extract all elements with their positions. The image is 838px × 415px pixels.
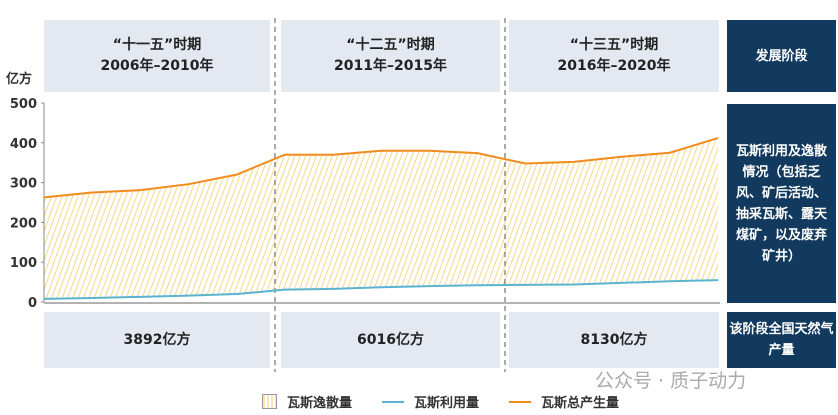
utilization-point-2008 — [139, 296, 141, 298]
legend-label: 瓦斯利用量 — [414, 396, 480, 411]
emission-area — [44, 138, 718, 299]
period-box-12th: “十二五”时期 2011年–2015年 — [281, 20, 500, 92]
utilization-point-2020 — [717, 279, 719, 281]
utilization-point-2012 — [332, 288, 334, 290]
legend-item-emission: 瓦斯逸散量 — [262, 392, 352, 411]
utilization-point-2009 — [187, 295, 189, 297]
utilization-point-2017 — [573, 283, 575, 285]
period-box-11th: “十一五”时期 2006年–2010年 — [44, 20, 270, 92]
legend: 瓦斯逸散量 瓦斯利用量 瓦斯总产生量 — [262, 392, 641, 411]
utilization-point-2013 — [380, 286, 382, 288]
y-tick-label: 100 — [10, 256, 37, 271]
total-point-2007 — [91, 192, 93, 194]
utilization-point-2019 — [669, 280, 671, 282]
utilization-point-2006 — [43, 298, 45, 300]
period-total-12th: 6016亿方 — [281, 312, 500, 368]
total-point-2012 — [332, 154, 334, 156]
utilization-point-2014 — [428, 285, 430, 287]
period-box-13th: “十三五”时期 2016年–2020年 — [509, 20, 719, 92]
legend-label: 瓦斯逸散量 — [287, 396, 353, 411]
total-point-2016 — [524, 162, 526, 164]
period-total-13th: 8130亿方 — [509, 312, 719, 368]
y-tick-label: 200 — [10, 216, 37, 231]
watermark: 公众号 · 质子动力 — [595, 370, 747, 392]
y-tick-label: 0 — [28, 296, 37, 311]
utilization-point-2007 — [91, 297, 93, 299]
utilization-point-2011 — [284, 289, 286, 291]
total-point-2019 — [669, 152, 671, 154]
utilization-point-2016 — [524, 284, 526, 286]
y-tick-label: 500 — [10, 97, 37, 112]
period-range: 2011年–2015年 — [334, 58, 447, 74]
line-swatch-icon — [382, 400, 405, 403]
side-label-production: 该阶段全国天然气产量 — [727, 312, 836, 368]
y-axis-unit: 亿方 — [6, 72, 33, 87]
utilization-point-2018 — [621, 282, 623, 284]
total-point-2020 — [717, 137, 719, 139]
legend-item-total: 瓦斯总产生量 — [509, 392, 619, 411]
utilization-point-2015 — [476, 284, 478, 286]
total-point-2013 — [380, 150, 382, 152]
period-range: 2006年–2010年 — [100, 58, 214, 74]
legend-item-utilization: 瓦斯利用量 — [382, 392, 479, 411]
total-point-2014 — [428, 150, 430, 152]
y-tick-label: 400 — [10, 137, 37, 152]
total-point-2006 — [43, 196, 45, 198]
hatch-swatch-icon — [262, 394, 277, 409]
total-point-2015 — [476, 152, 478, 154]
side-label-usage: 瓦斯利用及逸散情况（包括乏风、矿后活动、抽采瓦斯、露天煤矿，以及废弃矿井） — [727, 104, 836, 303]
total-point-2017 — [573, 161, 575, 163]
total-point-2009 — [187, 183, 189, 185]
period-title: “十二五”时期 — [346, 37, 435, 53]
period-title: “十一五”时期 — [112, 37, 202, 53]
period-range: 2016年–2020年 — [557, 58, 671, 74]
period-total-11th: 3892亿方 — [44, 312, 270, 368]
legend-label: 瓦斯总产生量 — [541, 396, 620, 411]
total-point-2008 — [139, 189, 141, 191]
line-swatch-icon — [509, 400, 532, 403]
total-point-2010 — [236, 174, 238, 176]
side-label-stage: 发展阶段 — [727, 20, 836, 92]
period-title: “十三五”时期 — [569, 37, 659, 53]
y-tick-label: 300 — [10, 177, 37, 192]
total-point-2018 — [621, 156, 623, 158]
total-point-2011 — [284, 154, 286, 156]
utilization-point-2010 — [236, 293, 238, 295]
